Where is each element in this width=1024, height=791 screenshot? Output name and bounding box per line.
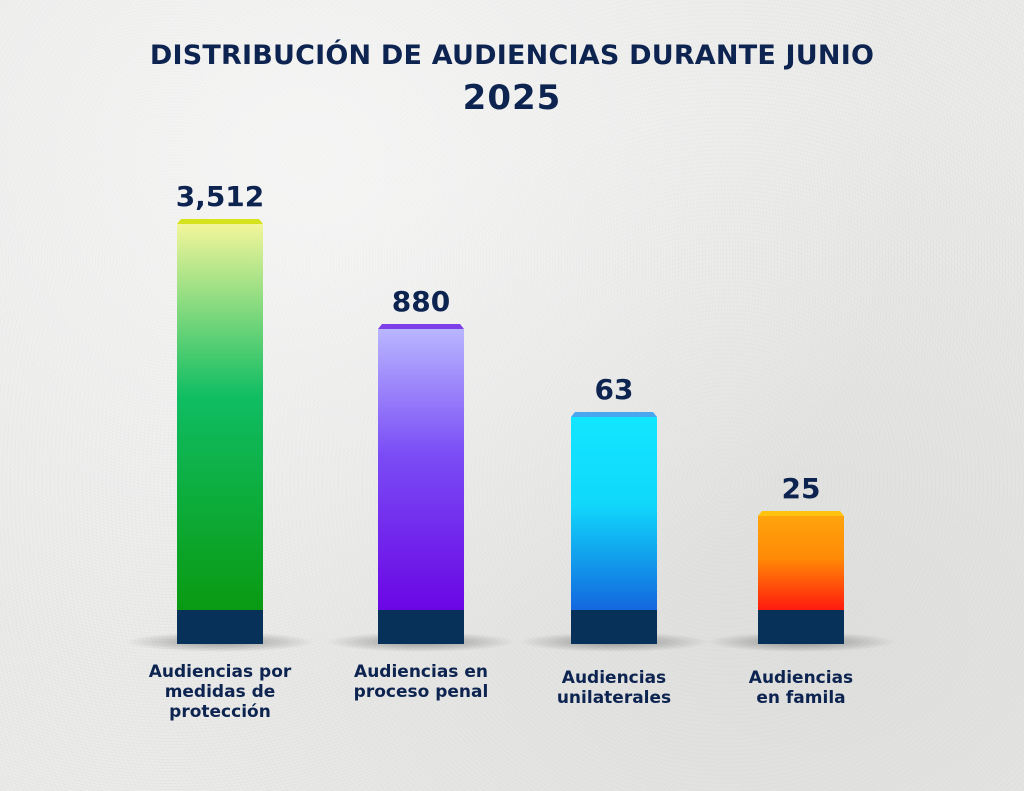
bar [378, 329, 464, 610]
bar-cap [758, 511, 844, 516]
bar-base [571, 610, 657, 644]
value-labels: 3,512 880 63 25 [176, 180, 821, 505]
bar-base [177, 610, 263, 644]
value-label: 880 [392, 285, 450, 318]
chart-subtitle: 2025 [462, 78, 562, 118]
bar-cap [177, 219, 263, 224]
value-label: 25 [782, 472, 821, 505]
category-label: Audiencias en famila [748, 668, 854, 708]
bars [177, 219, 844, 644]
category-label: Audiencias por medidas de protección [148, 662, 292, 722]
value-label: 63 [595, 373, 634, 406]
bar [758, 516, 844, 610]
bar-base [378, 610, 464, 644]
category-label: Audiencias unilaterales [556, 668, 672, 708]
category-label: Audiencias en proceso penal [353, 662, 489, 702]
bar-cap [571, 412, 657, 417]
value-label: 3,512 [176, 180, 265, 213]
chart-title: DISTRIBUCIÓN DE AUDIENCIAS DURANTE JUNIO [149, 40, 875, 71]
bar-cap [378, 324, 464, 329]
bar [177, 224, 263, 610]
bar [571, 417, 657, 610]
bar-base [758, 610, 844, 644]
